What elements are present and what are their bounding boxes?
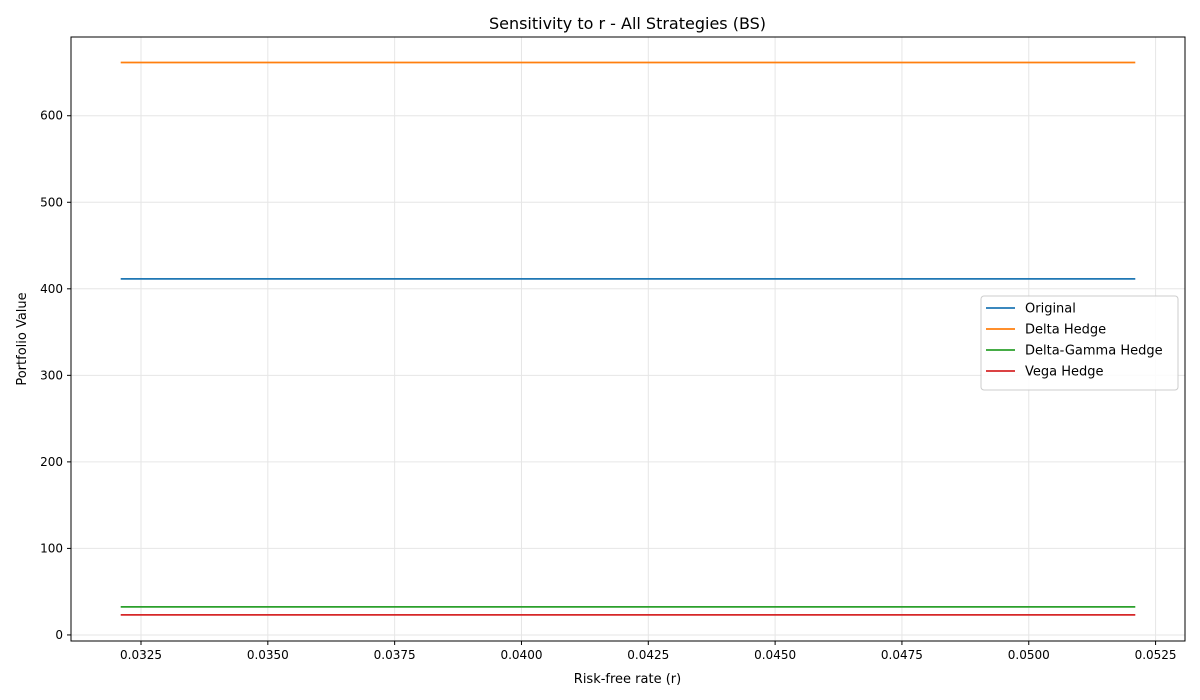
legend-label-delta-gamma-hedge: Delta-Gamma Hedge	[1025, 344, 1163, 359]
x-axis-label: Risk-free rate (r)	[574, 672, 681, 687]
y-tick-label: 400	[40, 282, 63, 296]
x-tick-label: 0.0475	[881, 648, 923, 662]
y-axis-label: Portfolio Value	[15, 292, 30, 385]
legend: Original Delta Hedge Delta-Gamma Hedge Vega…	[980, 295, 1179, 391]
y-tick-label: 300	[40, 368, 63, 382]
x-tick-label: 0.0375	[374, 648, 416, 662]
x-tick-label: 0.0400	[500, 648, 542, 662]
x-tick-label: 0.0500	[1008, 648, 1050, 662]
x-tick-label: 0.0525	[1135, 648, 1177, 662]
y-tick-label: 500	[40, 195, 63, 209]
y-tick-label: 100	[40, 541, 63, 555]
x-tick-label: 0.0425	[627, 648, 669, 662]
chart-title: Sensitivity to r - All Strategies (BS)	[489, 14, 766, 33]
legend-label-delta-hedge: Delta Hedge	[1025, 323, 1106, 338]
y-tick-label: 0	[55, 628, 63, 642]
grid-lines	[71, 37, 1185, 641]
x-tick-label: 0.0350	[247, 648, 289, 662]
series-lines	[120, 61, 1136, 616]
y-tick-label: 600	[40, 109, 63, 123]
y-axis-ticks: 0 100 200 300 400 500 600	[40, 109, 71, 642]
legend-label-vega-hedge: Vega Hedge	[1025, 365, 1104, 380]
legend-box	[980, 295, 1179, 391]
x-axis-ticks: 0.0325 0.0350 0.0375 0.0400 0.0425 0.0450 0.04…	[120, 641, 1177, 662]
x-tick-label: 0.0450	[754, 648, 796, 662]
legend-label-original: Original	[1025, 302, 1076, 317]
plot-frame	[70, 36, 1186, 642]
x-tick-label: 0.0325	[120, 648, 162, 662]
y-tick-label: 200	[40, 455, 63, 469]
